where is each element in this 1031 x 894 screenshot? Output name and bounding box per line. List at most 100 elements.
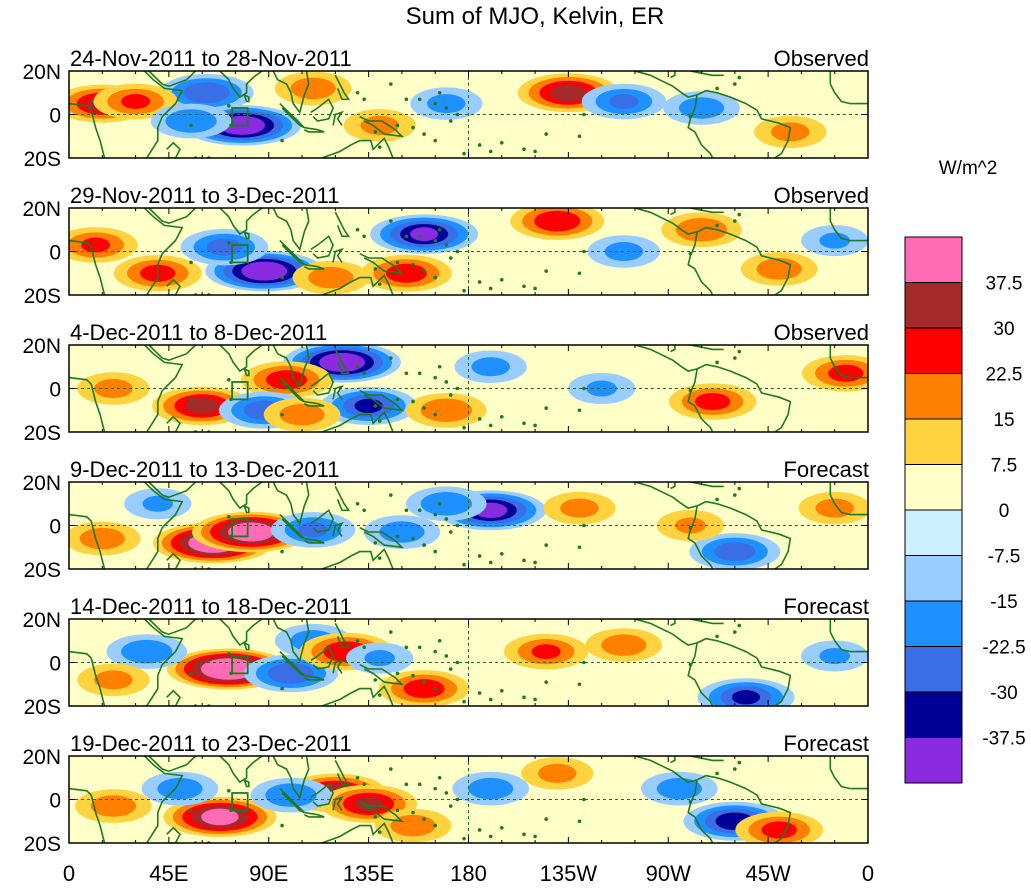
island-33 bbox=[733, 767, 737, 771]
coastline-15 bbox=[668, 71, 676, 79]
coastline-14 bbox=[634, 619, 698, 646]
island-7 bbox=[444, 654, 449, 658]
island-6 bbox=[437, 364, 442, 369]
island-13 bbox=[477, 143, 482, 147]
chart-title: Sum of MJO, Kelvin, ER bbox=[406, 3, 665, 30]
contour-9-1 bbox=[656, 777, 702, 800]
coastline-18 bbox=[690, 71, 724, 77]
coastline-13 bbox=[321, 548, 394, 569]
y-tick-label: 0 bbox=[49, 105, 61, 128]
coastline-1 bbox=[143, 619, 184, 706]
island-16 bbox=[522, 695, 526, 700]
coastline-18 bbox=[690, 208, 724, 214]
coastlines bbox=[69, 756, 868, 843]
contour-6-1 bbox=[468, 777, 514, 800]
panel-status: Forecast bbox=[783, 731, 869, 756]
island-26 bbox=[227, 515, 231, 519]
coastline-9 bbox=[310, 509, 334, 533]
island-12 bbox=[462, 699, 466, 704]
y-tick-label: 20N bbox=[22, 609, 61, 632]
coastline-2 bbox=[148, 345, 197, 362]
contour-5-1 bbox=[390, 814, 436, 837]
colorbar-label: -15 bbox=[990, 592, 1017, 613]
island-3 bbox=[404, 97, 409, 102]
island-14 bbox=[488, 834, 493, 839]
island-17 bbox=[533, 423, 537, 428]
coastline-19 bbox=[829, 357, 868, 379]
coastline-9 bbox=[310, 98, 334, 122]
reference-box bbox=[231, 244, 249, 264]
island-21 bbox=[395, 397, 400, 402]
coastlines bbox=[69, 208, 868, 295]
island-13 bbox=[477, 828, 482, 832]
coastline-14 bbox=[634, 208, 698, 235]
contour-3-1 bbox=[265, 783, 317, 807]
coastline-6 bbox=[272, 208, 310, 252]
coastline-13 bbox=[321, 274, 394, 295]
island-12 bbox=[462, 836, 466, 841]
island-32 bbox=[715, 86, 719, 91]
island-28 bbox=[189, 808, 193, 813]
coastline-18 bbox=[690, 482, 724, 488]
panel-4: 20N 0 20S 9-Dec-2011 to 13-Dec-2011 Forecast bbox=[22, 457, 869, 582]
colorbar-swatch bbox=[904, 691, 963, 738]
island-26 bbox=[227, 104, 231, 108]
island-20 bbox=[582, 249, 586, 254]
island-21 bbox=[395, 123, 400, 128]
coastline-6 bbox=[272, 619, 310, 663]
coastline-3 bbox=[166, 278, 181, 295]
island-11 bbox=[433, 686, 438, 691]
coastline-15 bbox=[668, 208, 676, 216]
coastline-6 bbox=[272, 345, 310, 389]
island-9 bbox=[448, 530, 453, 534]
coastline-10 bbox=[334, 486, 351, 512]
y-tick-label: 0 bbox=[49, 379, 61, 402]
colorbar-swatch bbox=[904, 464, 963, 511]
coastline-12 bbox=[359, 252, 405, 275]
island-15 bbox=[499, 140, 504, 145]
coastline-1 bbox=[143, 756, 184, 843]
colorbar-label: 15 bbox=[993, 410, 1014, 431]
island-16 bbox=[522, 421, 526, 426]
island-34 bbox=[737, 212, 742, 217]
coastline-18 bbox=[690, 345, 724, 351]
coastline-19 bbox=[829, 220, 868, 242]
colorbar-label: 0 bbox=[999, 501, 1010, 522]
coastline-4 bbox=[219, 208, 263, 236]
colorbar-label: 30 bbox=[993, 319, 1014, 340]
coastline-2 bbox=[148, 619, 197, 636]
coastline-10 bbox=[334, 760, 351, 786]
island-21 bbox=[395, 260, 400, 265]
coastline-8 bbox=[303, 674, 325, 681]
reference-box bbox=[231, 107, 249, 127]
island-13 bbox=[477, 280, 482, 284]
coastline-3 bbox=[166, 141, 181, 158]
panel-status: Forecast bbox=[783, 594, 869, 619]
y-tick-label: 20N bbox=[22, 335, 61, 358]
x-axis-ticks: 0 45E 90E 135E 180 135W 90W 45W 0 bbox=[63, 861, 874, 886]
island-26 bbox=[227, 789, 231, 793]
y-tick-label: 20S bbox=[24, 148, 61, 171]
coastline-2 bbox=[148, 756, 197, 773]
coastline-0 bbox=[69, 376, 106, 432]
colorbar-swatch bbox=[904, 236, 963, 283]
island-9 bbox=[448, 393, 453, 397]
island-4 bbox=[417, 782, 422, 787]
contour-10-1 bbox=[427, 94, 466, 114]
island-0 bbox=[355, 638, 360, 643]
contour-6-1 bbox=[364, 650, 396, 667]
island-25 bbox=[280, 138, 284, 143]
island-8 bbox=[455, 660, 460, 665]
island-4 bbox=[417, 234, 422, 239]
reference-box bbox=[231, 792, 249, 812]
coastline-14 bbox=[634, 482, 698, 509]
island-9 bbox=[448, 804, 453, 808]
island-25 bbox=[280, 686, 284, 691]
island-3 bbox=[404, 782, 409, 787]
colorbar-swatch bbox=[904, 555, 963, 602]
island-23 bbox=[373, 678, 378, 682]
island-24 bbox=[377, 145, 382, 149]
coastline-0 bbox=[69, 787, 106, 843]
contour-5-1 bbox=[420, 492, 472, 516]
